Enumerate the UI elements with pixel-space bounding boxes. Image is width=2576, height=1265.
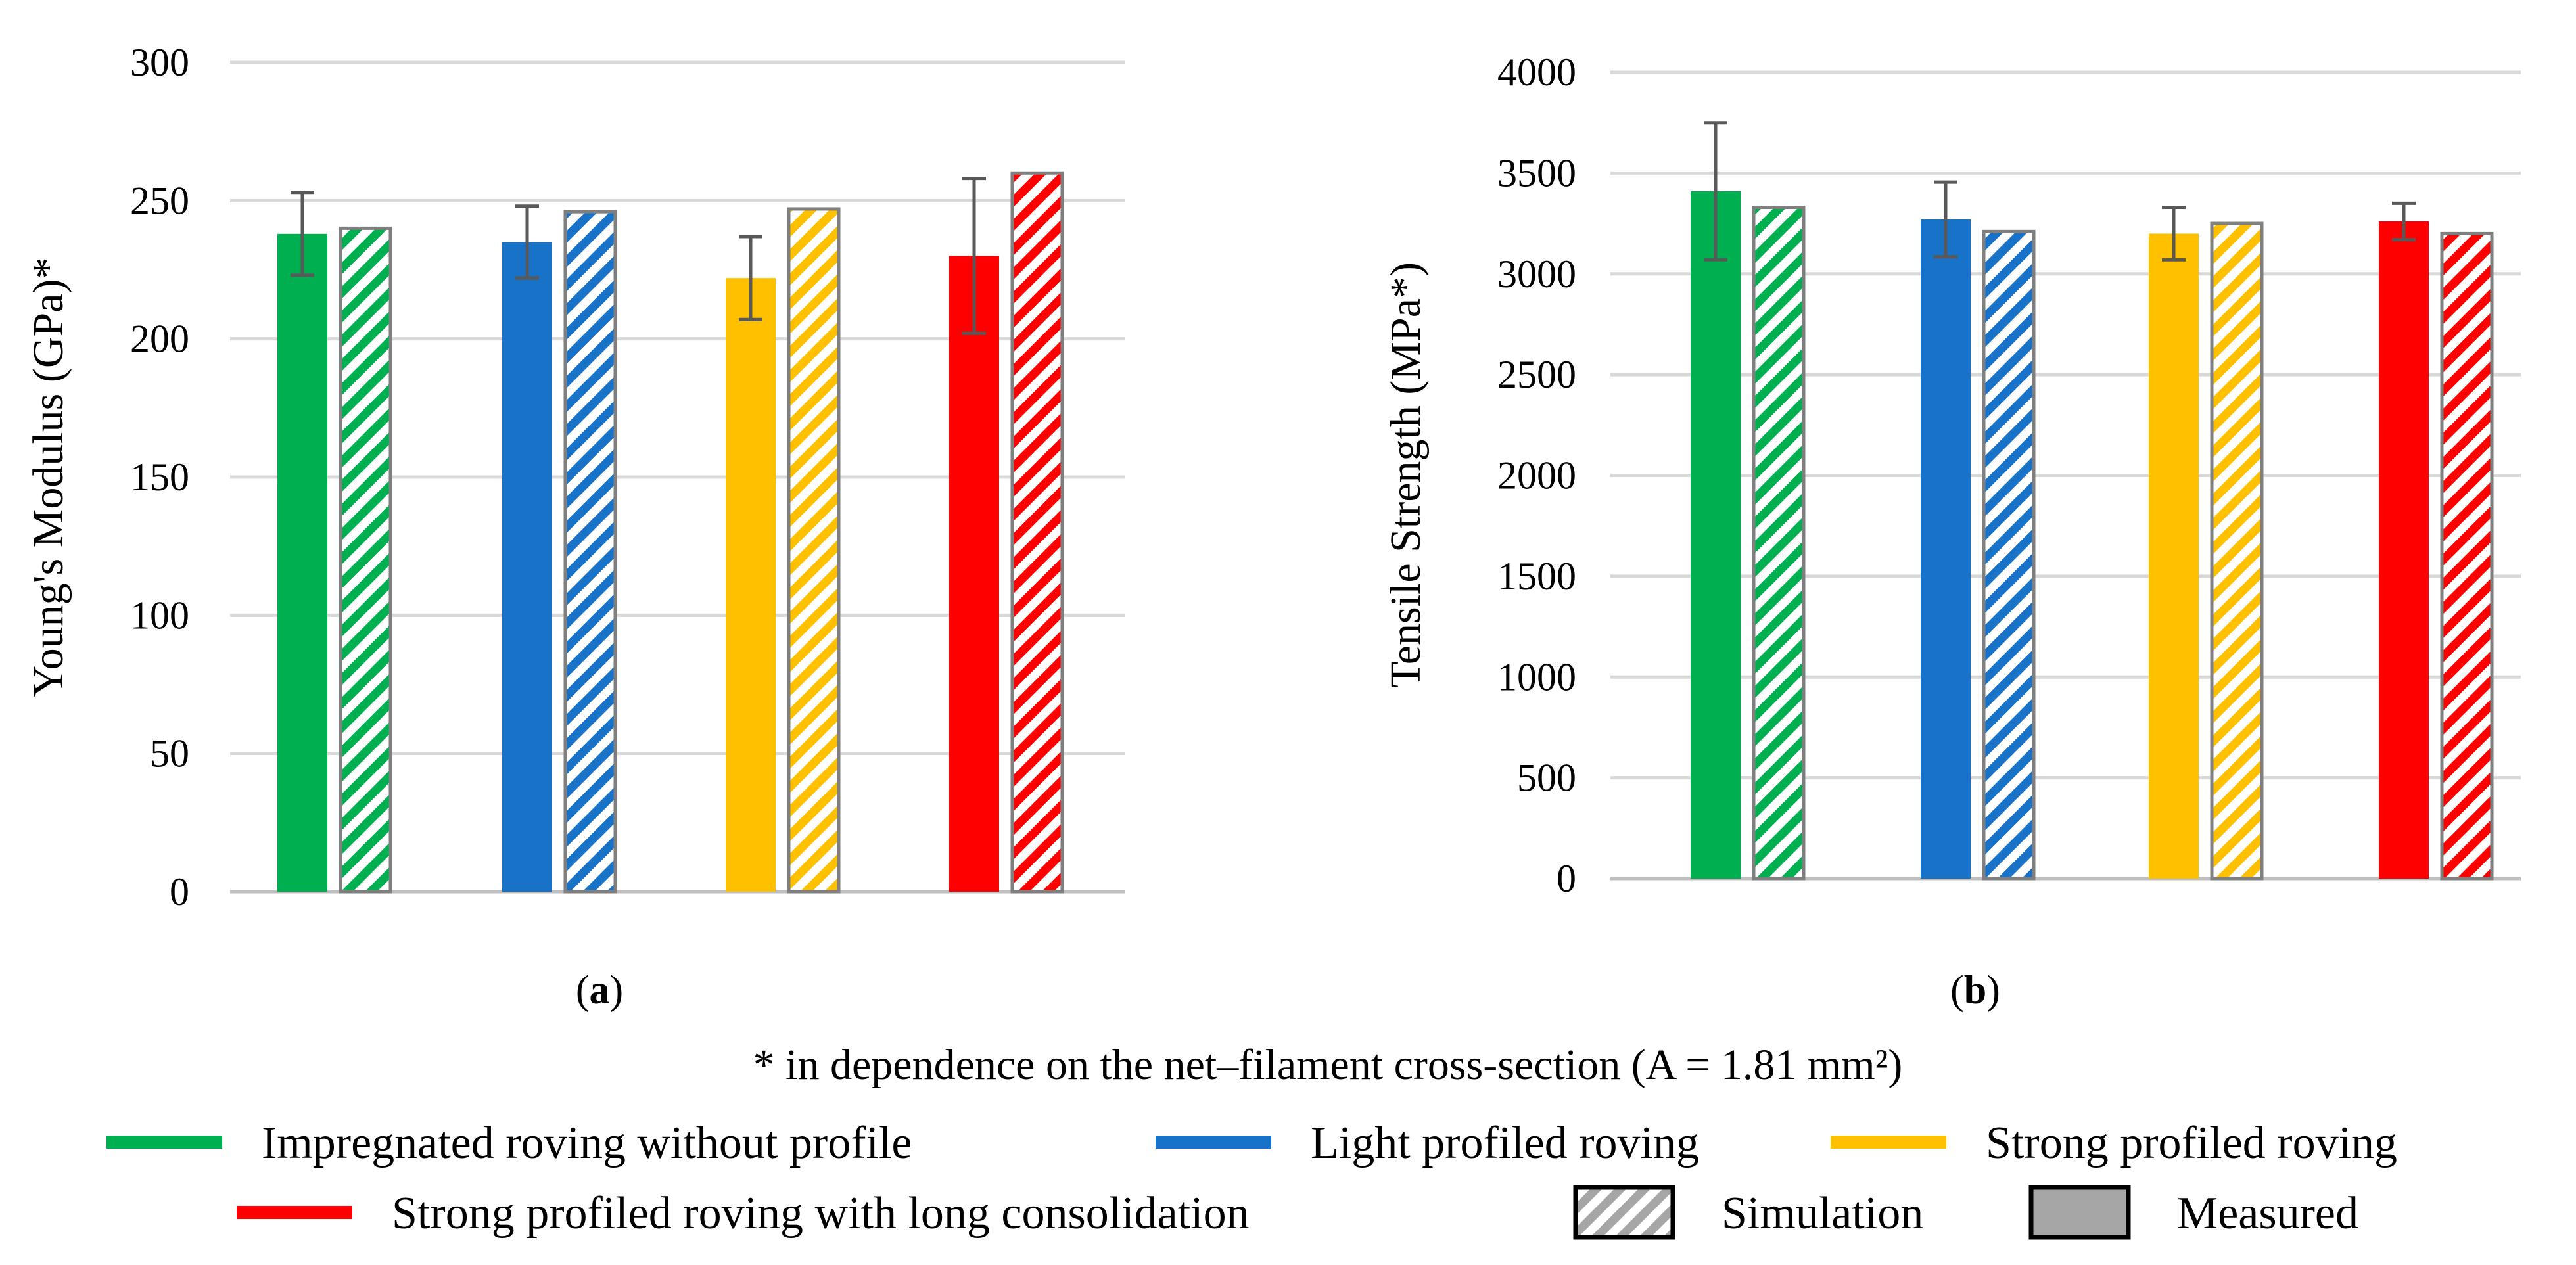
legend-item: Light profiled roving <box>1156 1118 1699 1168</box>
legend: Impregnated roving without profile Light … <box>106 1118 2397 1240</box>
y-tick-label: 3500 <box>1497 151 1576 195</box>
y-tick-label: 150 <box>130 455 189 499</box>
y-tick-label: 500 <box>1517 756 1576 800</box>
bar-simulation <box>2440 231 2494 881</box>
y-axis-title: Tensile Strength (MPa*) <box>1382 262 1430 688</box>
bar-measured <box>1691 191 1741 879</box>
legend-label: Light profiled roving <box>1311 1118 1699 1168</box>
y-tick-label: 0 <box>170 870 189 913</box>
panel-label-a: (a) <box>576 968 623 1013</box>
bar-measured <box>2379 221 2429 879</box>
bar-simulation <box>2210 221 2264 881</box>
bar-simulation <box>1010 171 1064 894</box>
legend-swatch-line <box>106 1136 222 1149</box>
legend-label: Measured <box>2177 1188 2358 1239</box>
bar-measured <box>502 242 552 892</box>
legend-label: Strong profiled roving <box>1986 1118 2397 1168</box>
legend-item: Measured <box>2028 1185 2358 1240</box>
bar-simulation <box>339 226 392 894</box>
legend-swatch-line <box>1831 1136 1946 1149</box>
bar-simulation <box>1752 206 1806 881</box>
legend-swatch-line <box>237 1206 352 1219</box>
y-tick-label: 100 <box>130 593 189 637</box>
y-tick-label: 4000 <box>1497 51 1576 94</box>
legend-swatch-hatch <box>1573 1185 1675 1240</box>
panel-label-b: (b) <box>1950 968 2000 1013</box>
y-axis-title: Young's Modulus (GPa)* <box>24 258 72 697</box>
error-bar <box>2392 201 2416 242</box>
chart-tensile-strength: 0 500 1000 1500 2000 2500 3000 3500 4000 Tensile … <box>1382 51 2521 900</box>
chart-youngs-modulus: 0 50 100 150 200 250 300 Young's Modulus (GPa)* <box>24 41 1125 913</box>
y-tick-label: 0 <box>1557 857 1576 900</box>
error-bar <box>2162 206 2186 262</box>
error-bar <box>962 177 986 335</box>
y-tick-label: 1500 <box>1497 555 1576 598</box>
error-bar <box>515 204 539 280</box>
legend-swatch-solid <box>2028 1185 2131 1240</box>
bar-measured <box>2149 233 2199 879</box>
legend-item: Strong profiled roving <box>1831 1118 2397 1168</box>
legend-label: Simulation <box>1721 1188 1923 1239</box>
bar-measured <box>1921 219 1971 879</box>
y-tick-label: 2000 <box>1497 454 1576 497</box>
y-tick-label: 250 <box>130 179 189 222</box>
error-bar <box>1934 180 1957 259</box>
legend-item: Simulation <box>1573 1185 1923 1240</box>
error-bar <box>291 191 314 277</box>
legend-item: Impregnated roving without profile <box>106 1118 912 1168</box>
legend-label: Strong profiled roving with long consoli… <box>392 1188 1250 1239</box>
error-bar <box>739 235 762 321</box>
y-tick-label: 200 <box>130 317 189 361</box>
footnote: * in dependence on the net–filament cros… <box>753 1041 1903 1089</box>
bar-measured <box>726 278 776 892</box>
legend-label: Impregnated roving without profile <box>262 1118 912 1168</box>
bar-simulation <box>563 210 617 894</box>
bar-simulation <box>1982 229 2036 881</box>
bar-measured <box>277 233 327 892</box>
y-tick-label: 1000 <box>1497 655 1576 699</box>
bar-measured <box>949 256 999 892</box>
y-tick-label: 3000 <box>1497 252 1576 296</box>
legend-swatch-line <box>1156 1136 1271 1149</box>
bar-simulation <box>787 207 841 894</box>
y-tick-label: 50 <box>150 732 189 775</box>
y-tick-label: 300 <box>130 41 189 84</box>
y-tick-label: 2500 <box>1497 353 1576 396</box>
legend-item: Strong profiled roving with long consoli… <box>237 1188 1250 1239</box>
error-bar <box>1704 121 1727 262</box>
